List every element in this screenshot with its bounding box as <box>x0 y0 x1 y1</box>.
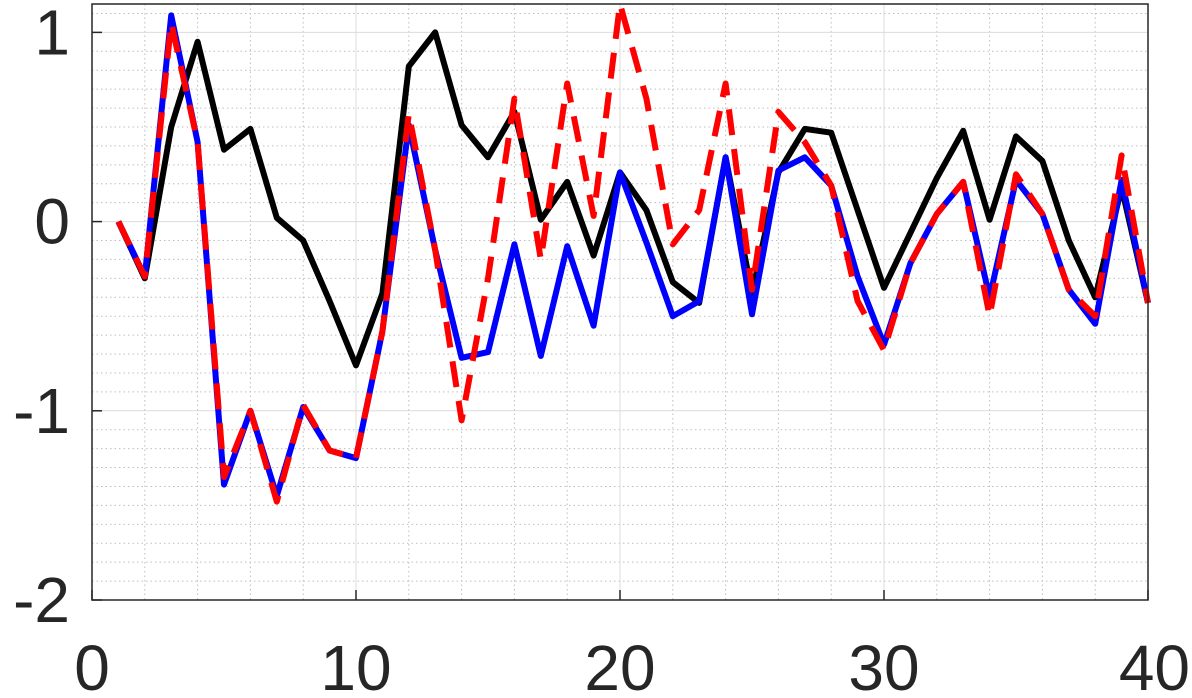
series-line-1 <box>115 29 1151 369</box>
x-tick-label: 40 <box>1119 632 1190 698</box>
series-line-2 <box>115 12 1151 499</box>
series-line-3 <box>115 1 1151 505</box>
tick-marks <box>91 31 1149 601</box>
y-tick-label: -2 <box>13 564 70 636</box>
y-axis-tick-labels: -2 -1 0 1 <box>13 0 70 636</box>
x-tick-label: 0 <box>74 632 110 698</box>
x-tick-label: 20 <box>584 632 655 698</box>
y-tick-label: 1 <box>34 0 70 68</box>
x-axis-tick-labels: 0 10 20 30 40 <box>74 632 1190 698</box>
y-tick-label: 0 <box>34 186 70 258</box>
x-tick-label: 10 <box>320 632 391 698</box>
y-tick-label: -1 <box>13 375 70 447</box>
series-layer <box>115 1 1151 505</box>
x-tick-label: 30 <box>848 632 919 698</box>
